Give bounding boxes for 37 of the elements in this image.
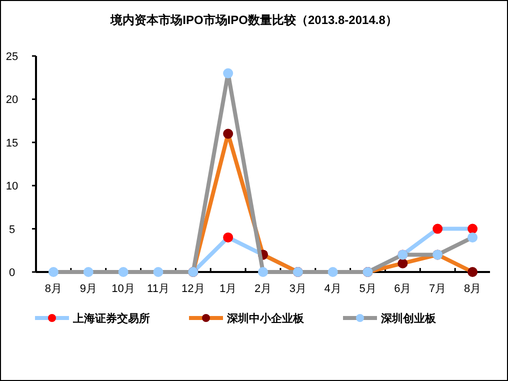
point (468, 267, 478, 277)
point (223, 232, 234, 242)
y-tick-label: 20 (6, 94, 18, 106)
point (432, 224, 443, 234)
x-tick-label: 9月 (80, 283, 97, 295)
point (328, 267, 338, 277)
x-tick-label: 6月 (394, 283, 412, 295)
x-tick-label: 12月 (182, 283, 205, 295)
point (468, 232, 478, 242)
y-tick-label: 10 (6, 180, 18, 193)
title: 境内资本市场IPO市场IPO数量比较（2013.8-2014.8） (110, 13, 398, 27)
point (118, 267, 128, 277)
x-tick-label: 4月 (324, 283, 342, 295)
legend-label: 深圳创业板 (380, 312, 437, 325)
x-tick-label: 10月 (112, 283, 135, 295)
x-tick-label: 5月 (359, 283, 376, 295)
x-tick-label: 7月 (429, 283, 446, 295)
legend-label: 上海证券交易所 (72, 312, 150, 325)
point (468, 224, 478, 234)
point (398, 258, 408, 268)
point (48, 267, 58, 277)
point (153, 267, 164, 277)
point (258, 267, 268, 277)
x-tick-label: 8月 (464, 283, 482, 295)
x-tick-label: 1月 (220, 283, 237, 295)
y-tick-label: 0 (8, 267, 16, 279)
legend-label: 深圳中小企业板 (226, 312, 305, 325)
point (223, 68, 234, 78)
x-tick-label: 8月 (44, 283, 62, 295)
x-tick-label: 3月 (289, 283, 306, 295)
point (83, 267, 94, 277)
y-tick-label: 5 (8, 224, 16, 236)
x-tick-label: 2月 (254, 283, 272, 295)
x-tick-label: 11月 (147, 283, 170, 295)
y-tick-label: 25 (6, 51, 18, 63)
point (223, 128, 234, 139)
y-tick-label: 15 (6, 137, 18, 150)
